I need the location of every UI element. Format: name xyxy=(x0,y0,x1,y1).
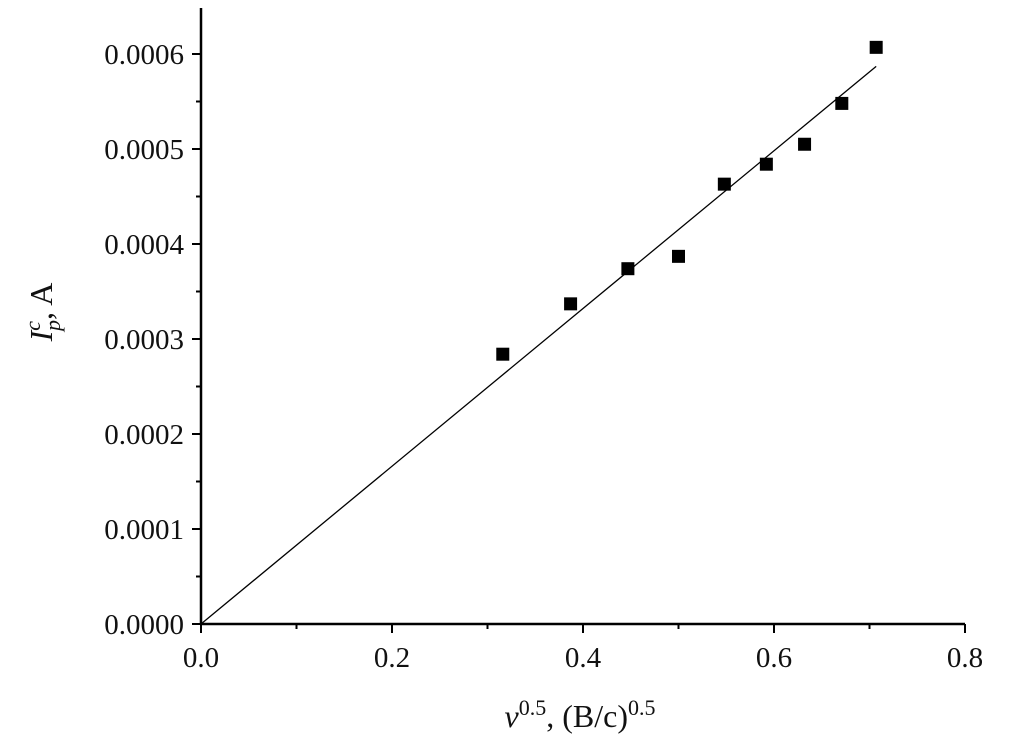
data-point xyxy=(621,262,635,276)
y-axis-sub: p xyxy=(40,320,65,333)
x-axis-text: , (B/c) xyxy=(546,698,628,734)
x-axis-title: v0.5, (B/c)0.5 xyxy=(505,695,656,734)
data-point xyxy=(672,249,685,263)
y-axis-symbol: I xyxy=(23,329,59,342)
y-tick-label: 0.0002 xyxy=(104,419,184,451)
data-point xyxy=(717,177,731,191)
data-points xyxy=(496,40,883,361)
fit-line-group xyxy=(200,65,877,625)
y-tick-label: 0.0000 xyxy=(104,609,184,641)
y-tick-label: 0.0003 xyxy=(104,324,184,356)
x-tick-label: 0.0 xyxy=(183,642,219,674)
data-point xyxy=(798,137,812,151)
axes xyxy=(192,8,966,633)
y-axis-text: , A xyxy=(23,283,59,320)
y-tick-label: 0.0006 xyxy=(104,39,184,71)
data-point xyxy=(759,157,773,171)
x-axis-symbol: v xyxy=(505,698,520,734)
x-tick-label: 0.4 xyxy=(565,642,602,674)
x-axis-exp: 0.5 xyxy=(519,695,547,720)
y-tick-label: 0.0001 xyxy=(104,514,184,546)
y-tick-label: 0.0005 xyxy=(104,134,184,166)
data-point xyxy=(869,40,883,54)
data-point xyxy=(496,347,510,361)
x-axis-exp2: 0.5 xyxy=(628,695,656,720)
y-tick-label: 0.0004 xyxy=(104,229,184,261)
data-point xyxy=(835,96,849,110)
x-tick-label: 0.6 xyxy=(756,642,792,674)
data-point xyxy=(564,297,578,311)
x-tick-label: 0.8 xyxy=(947,642,983,674)
y-axis-sup: c xyxy=(20,321,45,331)
x-tick-label: 0.2 xyxy=(374,642,410,674)
y-axis-title: Icp, A xyxy=(20,283,65,343)
tick-labels: 0.0 0.2 0.4 0.6 0.8 0.0000 0.0001 0.0002 0.0003 0… xyxy=(104,39,983,674)
fit-line xyxy=(200,65,877,625)
